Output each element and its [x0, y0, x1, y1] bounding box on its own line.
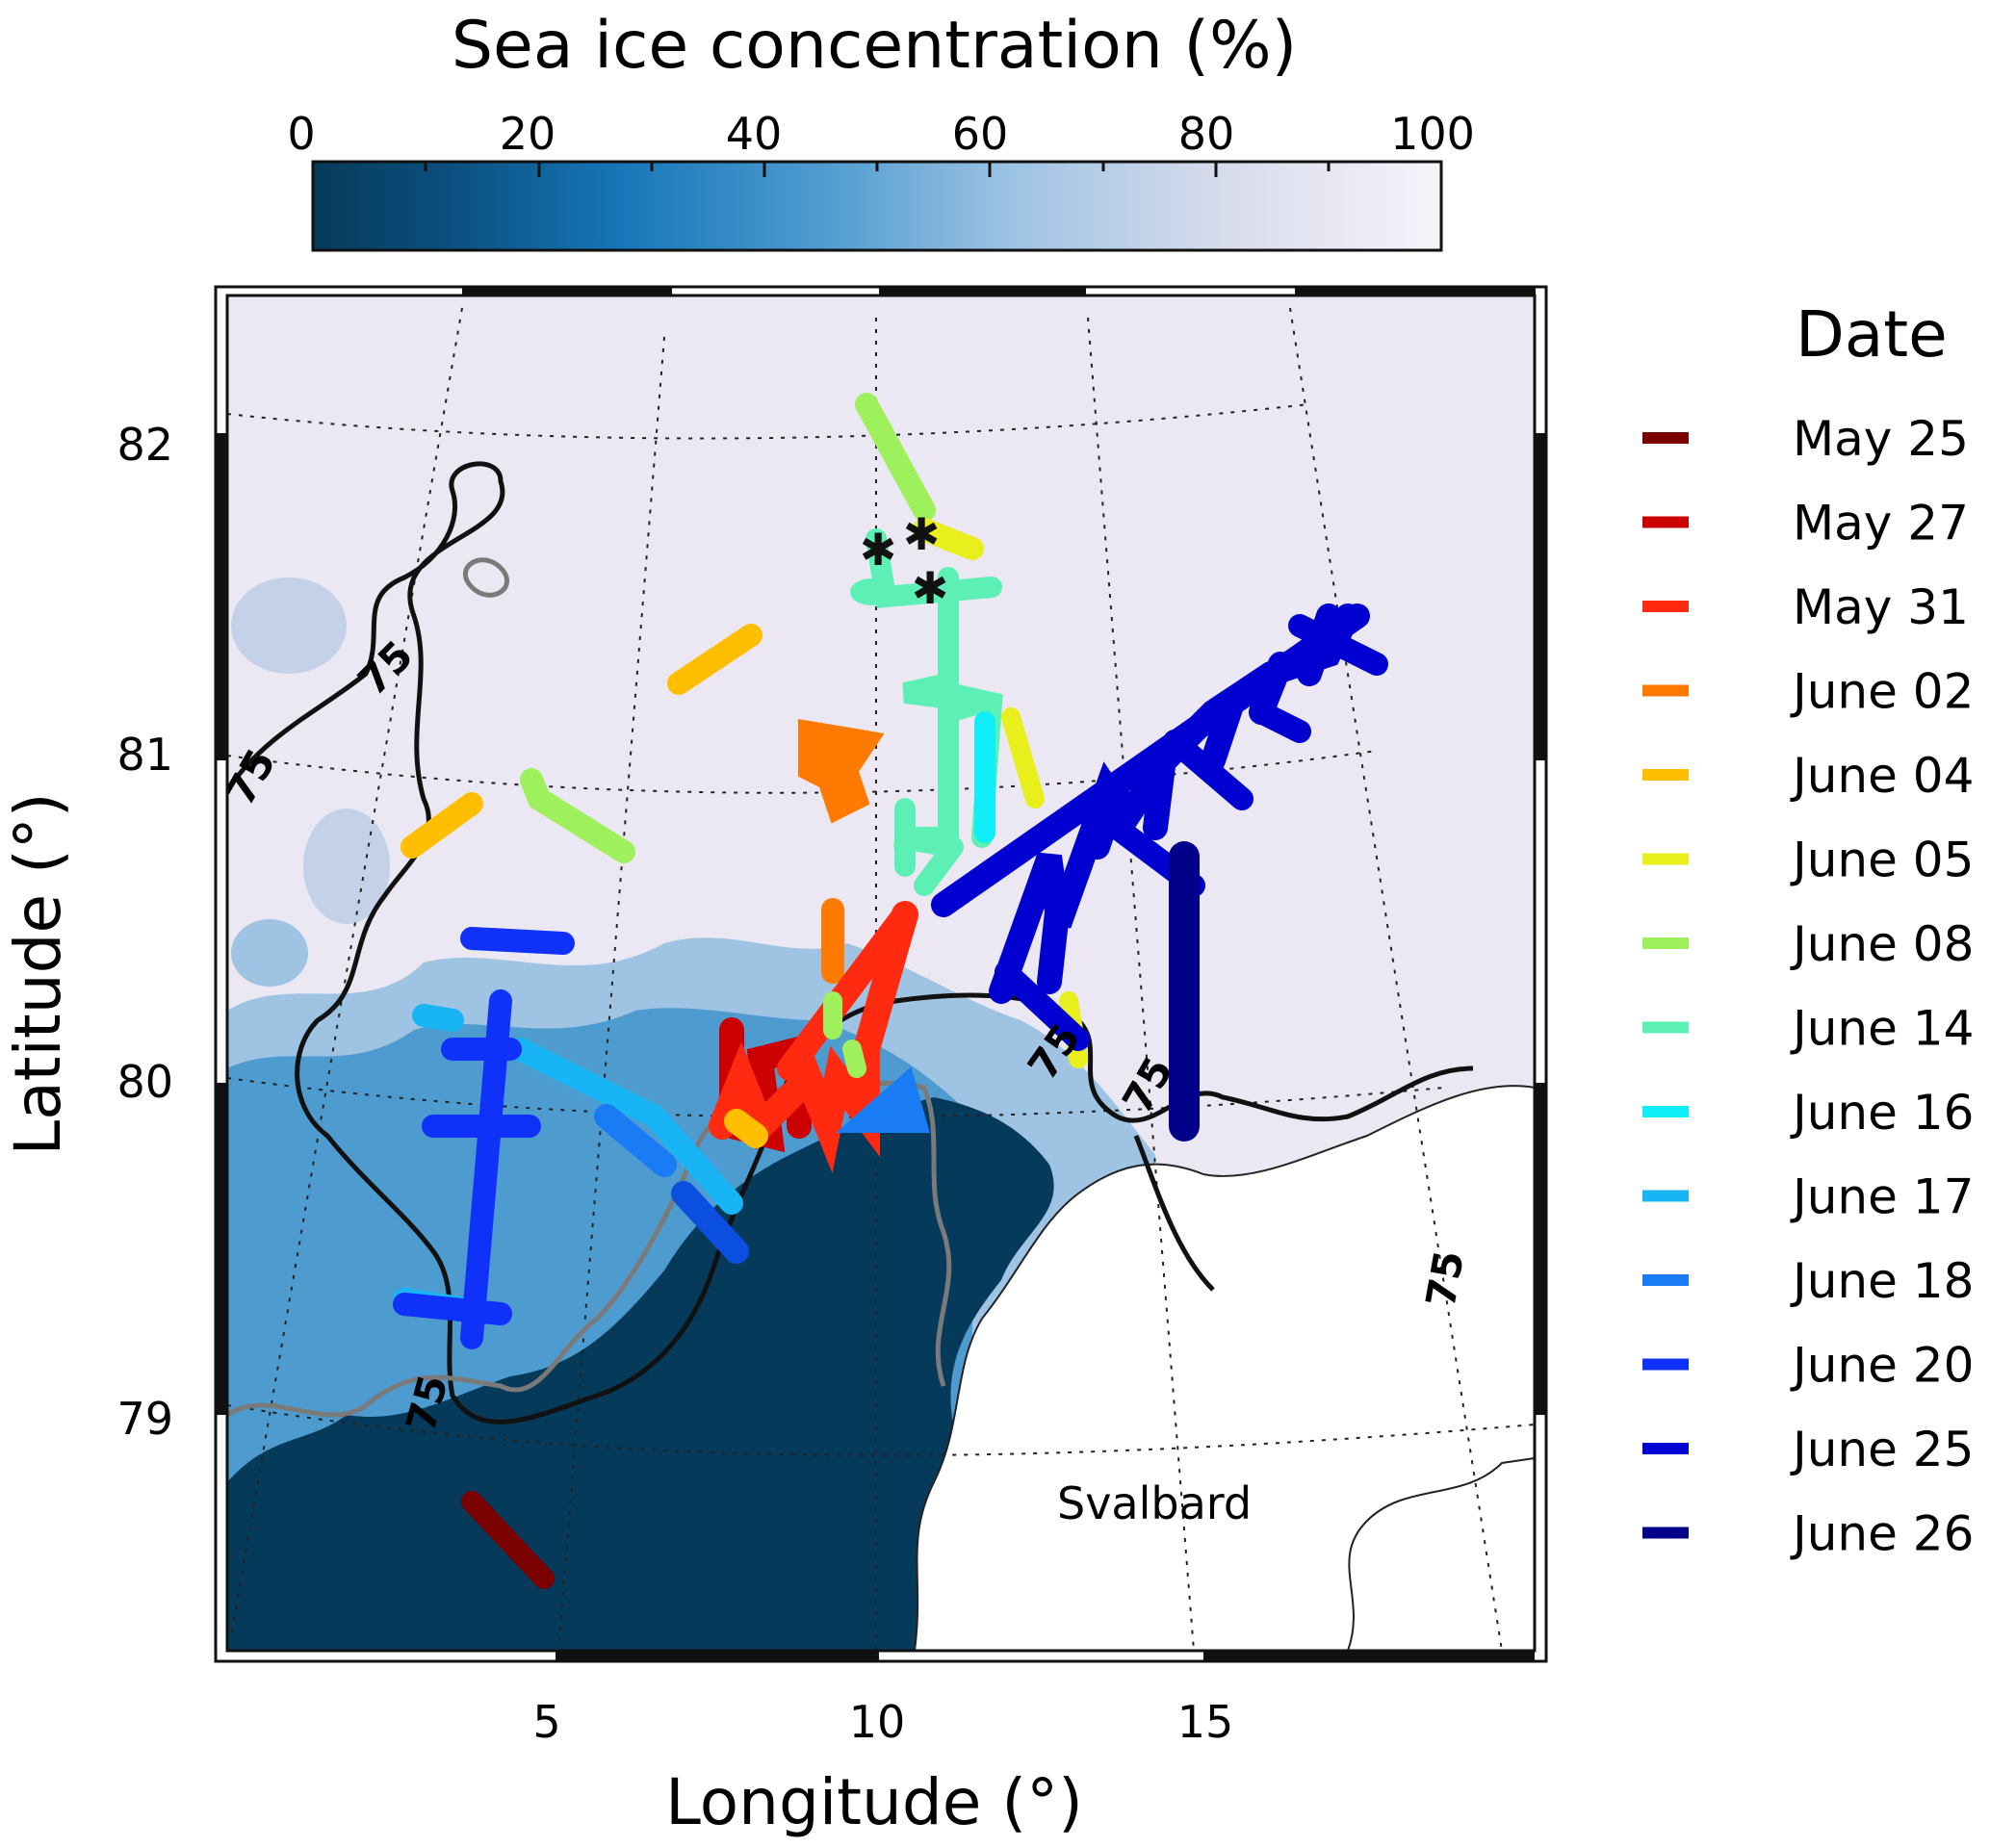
legend-item: May 27	[1642, 496, 1969, 552]
legend-label: June 04	[1790, 748, 1974, 804]
legend-label: June 05	[1790, 833, 1974, 888]
legend-item: June 04	[1642, 748, 1974, 804]
colorbar-tick-label: 80	[1178, 108, 1235, 160]
colorbar	[311, 160, 1443, 252]
legend-item: May 25	[1642, 411, 1969, 467]
map-area: ✱ ✱ ✱ 75 75 75 75 75 75 Svalbard	[227, 295, 1535, 1651]
longitude-tick-label: 15	[1177, 1696, 1234, 1748]
legend-label: June 25	[1790, 1422, 1974, 1477]
track-june-05	[1001, 707, 1045, 808]
track-june-08	[855, 393, 936, 522]
station-marker: ✱	[912, 562, 949, 614]
legend-label: June 02	[1790, 664, 1974, 720]
track-may-31	[709, 901, 918, 1173]
legend-item: June 02	[1642, 664, 1974, 720]
colorbar-tick-label: 100	[1390, 108, 1475, 160]
legend-item: June 14	[1642, 1001, 1974, 1057]
station-marker: ✱	[903, 508, 941, 560]
longitude-tick-label: 10	[849, 1696, 906, 1748]
track-june-04	[401, 792, 483, 859]
colorbar-title: Sea ice concentration (%)	[452, 8, 1297, 84]
legend-item: June 26	[1642, 1506, 1974, 1562]
track-june-25	[995, 614, 1388, 1051]
legend-label: June 08	[1790, 916, 1974, 972]
track-june-14	[850, 578, 892, 605]
legend-item: June 16	[1642, 1085, 1974, 1141]
track-june-04	[724, 1109, 768, 1148]
legend-item: May 31	[1642, 579, 1969, 635]
legend-label: May 25	[1793, 411, 1969, 467]
latitude-tick-label: 82	[116, 419, 173, 471]
flight-tracks	[393, 393, 1388, 1589]
track-june-04	[667, 624, 762, 695]
legend-item: June 08	[1642, 916, 1974, 972]
legend-item: June 17	[1642, 1169, 1974, 1225]
track-june-17	[671, 1181, 749, 1264]
y-axis-title: Latitude (°)	[1, 792, 75, 1155]
station-marker: ✱	[860, 524, 897, 576]
latitude-tick-label: 80	[116, 1056, 173, 1108]
legend-item: June 05	[1642, 833, 1974, 888]
legend-item: June 20	[1642, 1338, 1974, 1394]
legend: Date May 25 May 27 May 31 June 02 June 04 Jun…	[1642, 297, 1974, 1562]
colorbar-tick-label: 60	[952, 108, 1009, 160]
track-june-08	[520, 768, 635, 863]
map-frame-scale-bars	[216, 287, 1546, 1661]
colorbar-tick-label: 0	[287, 108, 315, 160]
ice-edge-contour	[227, 461, 1474, 1424]
track-june-05	[913, 518, 984, 560]
latitude-tick-label: 81	[116, 729, 173, 781]
track-june-02	[798, 719, 885, 824]
legend-item: June 25	[1642, 1422, 1974, 1477]
legend-items: May 25 May 27 May 31 June 02 June 04 June 05 J…	[1642, 411, 1974, 1562]
longitude-tick-labels: 5 10 15	[532, 1696, 1233, 1748]
longitude-tick-label: 5	[532, 1696, 560, 1748]
x-axis-title: Longitude (°)	[665, 1765, 1083, 1839]
station-markers: ✱ ✱ ✱	[860, 508, 949, 614]
latitude-tick-labels: 79 80 81 82	[116, 419, 173, 1445]
legend-title: Date	[1796, 297, 1948, 372]
legend-label: June 16	[1790, 1085, 1974, 1141]
legend-label: June 18	[1790, 1253, 1974, 1309]
contour-label: 75	[1417, 1247, 1473, 1311]
colorbar-tick-label: 40	[726, 108, 783, 160]
track-may-25	[461, 1491, 555, 1589]
track-june-25	[931, 603, 1370, 1004]
legend-label: June 14	[1790, 1001, 1974, 1057]
track-may-31	[777, 902, 917, 1081]
legend-item: June 18	[1642, 1253, 1974, 1309]
track-june-20	[393, 927, 575, 1349]
colorbar-tick-label: 20	[500, 108, 556, 160]
legend-label: May 27	[1793, 496, 1969, 552]
legend-label: May 31	[1793, 579, 1969, 635]
colorbar-tick-labels: 0 20 40 60 80 100	[287, 108, 1475, 160]
legend-label: June 20	[1790, 1338, 1974, 1394]
track-june-18	[836, 1066, 930, 1133]
latitude-tick-label: 79	[116, 1393, 173, 1445]
track-june-08	[842, 1040, 866, 1078]
track-june-17	[594, 1104, 677, 1177]
colorbar-ticks	[424, 162, 1331, 177]
legend-label: June 17	[1790, 1169, 1974, 1225]
legend-label: June 26	[1790, 1506, 1974, 1562]
svalbard-label: Svalbard	[1057, 1477, 1252, 1529]
